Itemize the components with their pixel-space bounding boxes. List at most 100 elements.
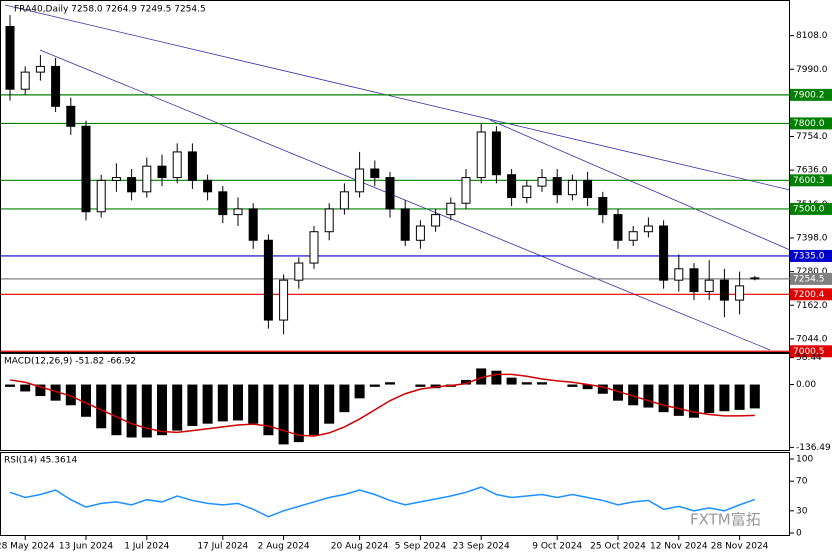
y-tick-label: 7280.0 xyxy=(796,267,828,277)
rsi-line xyxy=(9,486,756,518)
candle-body xyxy=(66,105,76,127)
macd-panel xyxy=(0,353,790,451)
candle-body xyxy=(339,191,349,210)
candle-body xyxy=(552,177,562,196)
y-tick-label: 7398.0 xyxy=(796,233,828,243)
macd-bar xyxy=(354,384,365,399)
x-tick-label: 20 Aug 2024 xyxy=(331,542,389,552)
candle-body xyxy=(385,177,395,210)
macd-bar xyxy=(704,384,715,414)
macd-bar xyxy=(521,382,532,385)
candle-body xyxy=(567,179,577,196)
y-tick-label: 58.44 xyxy=(796,353,822,363)
macd-bar xyxy=(309,384,319,436)
level-label-box xyxy=(790,117,832,130)
candle-body xyxy=(491,131,501,176)
y-tick-label: 70 xyxy=(796,477,808,487)
macd-bar xyxy=(369,384,380,387)
level-label-box xyxy=(790,288,832,301)
macd-bar xyxy=(65,384,76,406)
watermark: FXTM富拓 xyxy=(690,511,761,529)
candle-body xyxy=(507,174,517,199)
macd-bar xyxy=(537,382,547,385)
macd-bar xyxy=(476,368,487,385)
macd-bar xyxy=(643,384,654,408)
level-label-box xyxy=(790,174,832,187)
x-tick-label: 2 Aug 2024 xyxy=(258,542,310,552)
macd-bar xyxy=(5,384,15,387)
level-label-box xyxy=(790,345,832,358)
candle-body xyxy=(294,262,304,281)
y-tick-label: 8108.0 xyxy=(796,31,828,41)
macd-bar xyxy=(567,384,578,387)
x-tick-label: 12 Nov 2024 xyxy=(650,542,708,552)
macd-bar xyxy=(111,384,122,436)
macd-bar xyxy=(613,384,623,401)
candle-body xyxy=(643,225,653,233)
y-tick-label: 0.00 xyxy=(796,380,816,390)
rsi-title: RSI(14) 45.3614 xyxy=(4,456,77,466)
macd-bar xyxy=(689,384,699,418)
trend-line xyxy=(4,4,791,191)
level-label-box xyxy=(790,202,832,215)
macd-bar xyxy=(20,384,31,392)
macd-bar xyxy=(506,377,517,385)
x-tick-label: 23 Sep 2024 xyxy=(453,542,510,552)
macd-bar xyxy=(293,384,304,443)
candle-body xyxy=(446,202,456,216)
candle-body xyxy=(461,177,471,204)
macd-bar xyxy=(385,382,395,385)
macd-bar xyxy=(157,384,167,436)
level-label: 7900.2 xyxy=(793,90,825,100)
candle-body xyxy=(142,165,152,193)
candle-body xyxy=(735,285,745,301)
macd-bar xyxy=(673,384,684,416)
candle-body xyxy=(598,197,608,216)
candle-body xyxy=(203,179,213,193)
macd-signal xyxy=(9,373,755,437)
candle-body xyxy=(704,279,714,293)
macd-bar xyxy=(749,384,760,409)
candle-body xyxy=(263,239,273,321)
x-tick-label: 13 Jun 2024 xyxy=(59,542,113,552)
candle-body xyxy=(476,131,486,179)
macd-bar xyxy=(50,384,61,401)
trend-line xyxy=(39,49,771,351)
candle-body xyxy=(248,208,258,241)
candle-body xyxy=(719,279,729,301)
macd-bar xyxy=(263,384,274,436)
level-label: 7600.3 xyxy=(793,176,825,186)
x-tick-label: 17 Jul 2024 xyxy=(197,542,248,552)
x-tick-label: 28 May 2024 xyxy=(0,542,55,552)
macd-title: MACD(12,26,9) -51.82 -66.92 xyxy=(4,357,136,367)
y-tick-label: 7990.0 xyxy=(796,65,828,75)
candle-body xyxy=(233,208,243,216)
macd-bar xyxy=(415,384,426,387)
candle-body xyxy=(172,151,182,179)
macd-bar xyxy=(141,384,152,438)
candle-body xyxy=(279,279,289,321)
y-tick-label: -136.49 xyxy=(796,443,831,453)
macd-bar xyxy=(628,384,639,406)
macd-bar xyxy=(35,384,46,397)
level-label: 7500.0 xyxy=(793,204,825,214)
candle-body xyxy=(35,65,45,73)
candle-body xyxy=(415,225,425,241)
candle-body xyxy=(689,268,699,293)
level-label-box xyxy=(790,272,832,285)
chart-title: FRA40,Daily 7258.0 7264.9 7249.5 7254.5 xyxy=(14,5,206,15)
x-tick-label: 5 Sep 2024 xyxy=(395,542,447,552)
macd-bar xyxy=(461,379,471,385)
macd-bar xyxy=(597,384,608,394)
macd-bar xyxy=(278,384,289,445)
y-tick-label: 7162.0 xyxy=(796,301,828,311)
candle-body xyxy=(20,71,30,90)
candle-body xyxy=(400,208,410,241)
candle-body xyxy=(157,165,167,179)
candle-body xyxy=(750,277,760,280)
y-tick-label: 7044.0 xyxy=(796,334,828,344)
level-label-box xyxy=(790,88,832,101)
y-tick-label: 7636.0 xyxy=(796,166,828,176)
macd-bar xyxy=(81,384,91,417)
